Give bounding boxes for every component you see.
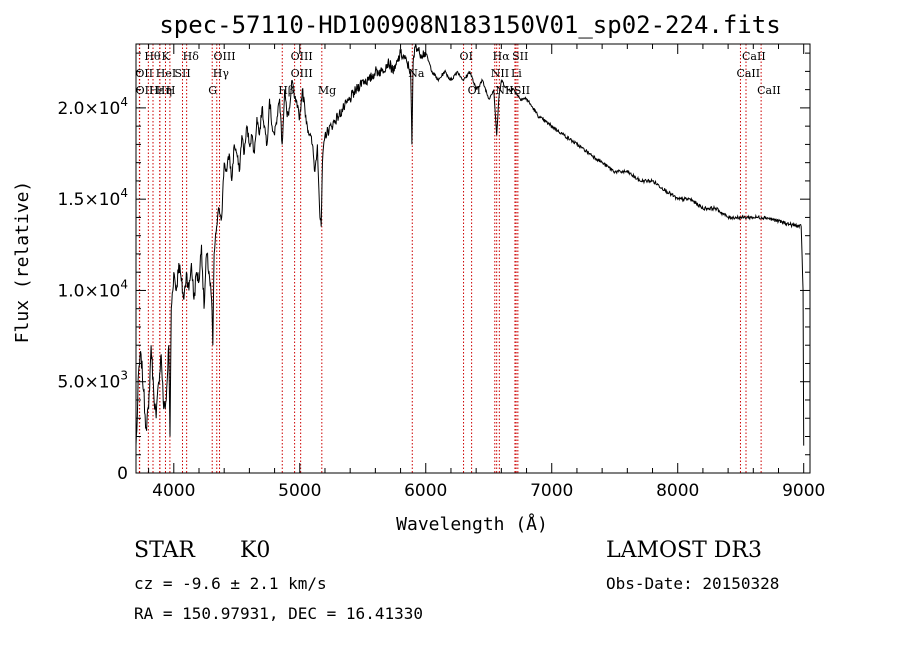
line-label: OIII	[291, 67, 313, 80]
spectrum-series	[135, 43, 805, 446]
line-label: Li	[511, 67, 522, 80]
x-tick-label: 8000	[656, 481, 699, 501]
x-tick-label: 9000	[782, 481, 825, 501]
x-axis-ticks: 4000 5000 6000 7000 8000 9000	[148, 44, 825, 501]
line-label: OII	[136, 84, 154, 97]
line-label: OIII	[291, 50, 313, 63]
line-label: OII	[135, 67, 153, 80]
line-label: Hθ	[144, 50, 161, 63]
line-label: H	[166, 84, 176, 97]
y-tick-label: 1.0×104	[57, 277, 128, 301]
y-tick-label: 0	[117, 464, 128, 484]
line-label: SII	[514, 84, 530, 97]
line-label: SII	[174, 67, 190, 80]
y-axis-label: Flux (relative)	[12, 181, 33, 344]
line-label: CaII	[742, 50, 766, 63]
observation-date: Obs-Date: 20150328	[606, 574, 780, 593]
line-label: CaII	[736, 67, 760, 80]
y-tick-label: 1.5×104	[57, 186, 128, 210]
survey-name: LAMOST DR3	[606, 538, 762, 563]
y-tick-label: 5.0×103	[57, 369, 128, 393]
x-tick-label: 4000	[152, 481, 195, 501]
line-label: Hη	[156, 84, 172, 97]
line-label: K	[161, 50, 170, 63]
spectral-line-markers	[138, 44, 762, 473]
object-subclass: K0	[240, 538, 271, 563]
line-label: OI	[460, 50, 473, 63]
x-tick-label: 6000	[404, 481, 447, 501]
line-label: Hε	[149, 84, 165, 97]
coordinates: RA = 150.97931, DEC = 16.41330	[134, 604, 423, 623]
x-tick-label: 5000	[278, 481, 321, 501]
line-label: HeI	[156, 67, 176, 80]
line-label: CaII	[757, 84, 781, 97]
line-label: NII	[491, 67, 509, 80]
line-label: Hα	[493, 50, 511, 63]
line-label: SII	[512, 50, 528, 63]
line-label: G	[208, 84, 217, 97]
line-label: NII	[495, 84, 513, 97]
chart-title: spec-57110-HD100908N183150V01_sp02-224.f…	[159, 11, 780, 39]
object-class: STAR	[134, 538, 195, 563]
line-label: OI	[468, 84, 481, 97]
plot-frame	[135, 43, 811, 474]
line-label: Mg	[318, 84, 336, 97]
y-axis-ticks: 0 5.0×103 1.0×104 1.5×104 2.0×104	[57, 52, 810, 484]
y-tick-label: 2.0×104	[57, 95, 128, 119]
x-tick-label: 7000	[530, 481, 573, 501]
line-label: Hδ	[183, 50, 200, 63]
line-label: Hβ	[278, 84, 294, 97]
line-label: Hγ	[213, 67, 230, 80]
redshift-velocity: cz = -9.6 ± 2.1 km/s	[134, 574, 327, 593]
x-axis-label: Wavelength (Å)	[396, 513, 548, 535]
line-label: OIII	[214, 50, 236, 63]
